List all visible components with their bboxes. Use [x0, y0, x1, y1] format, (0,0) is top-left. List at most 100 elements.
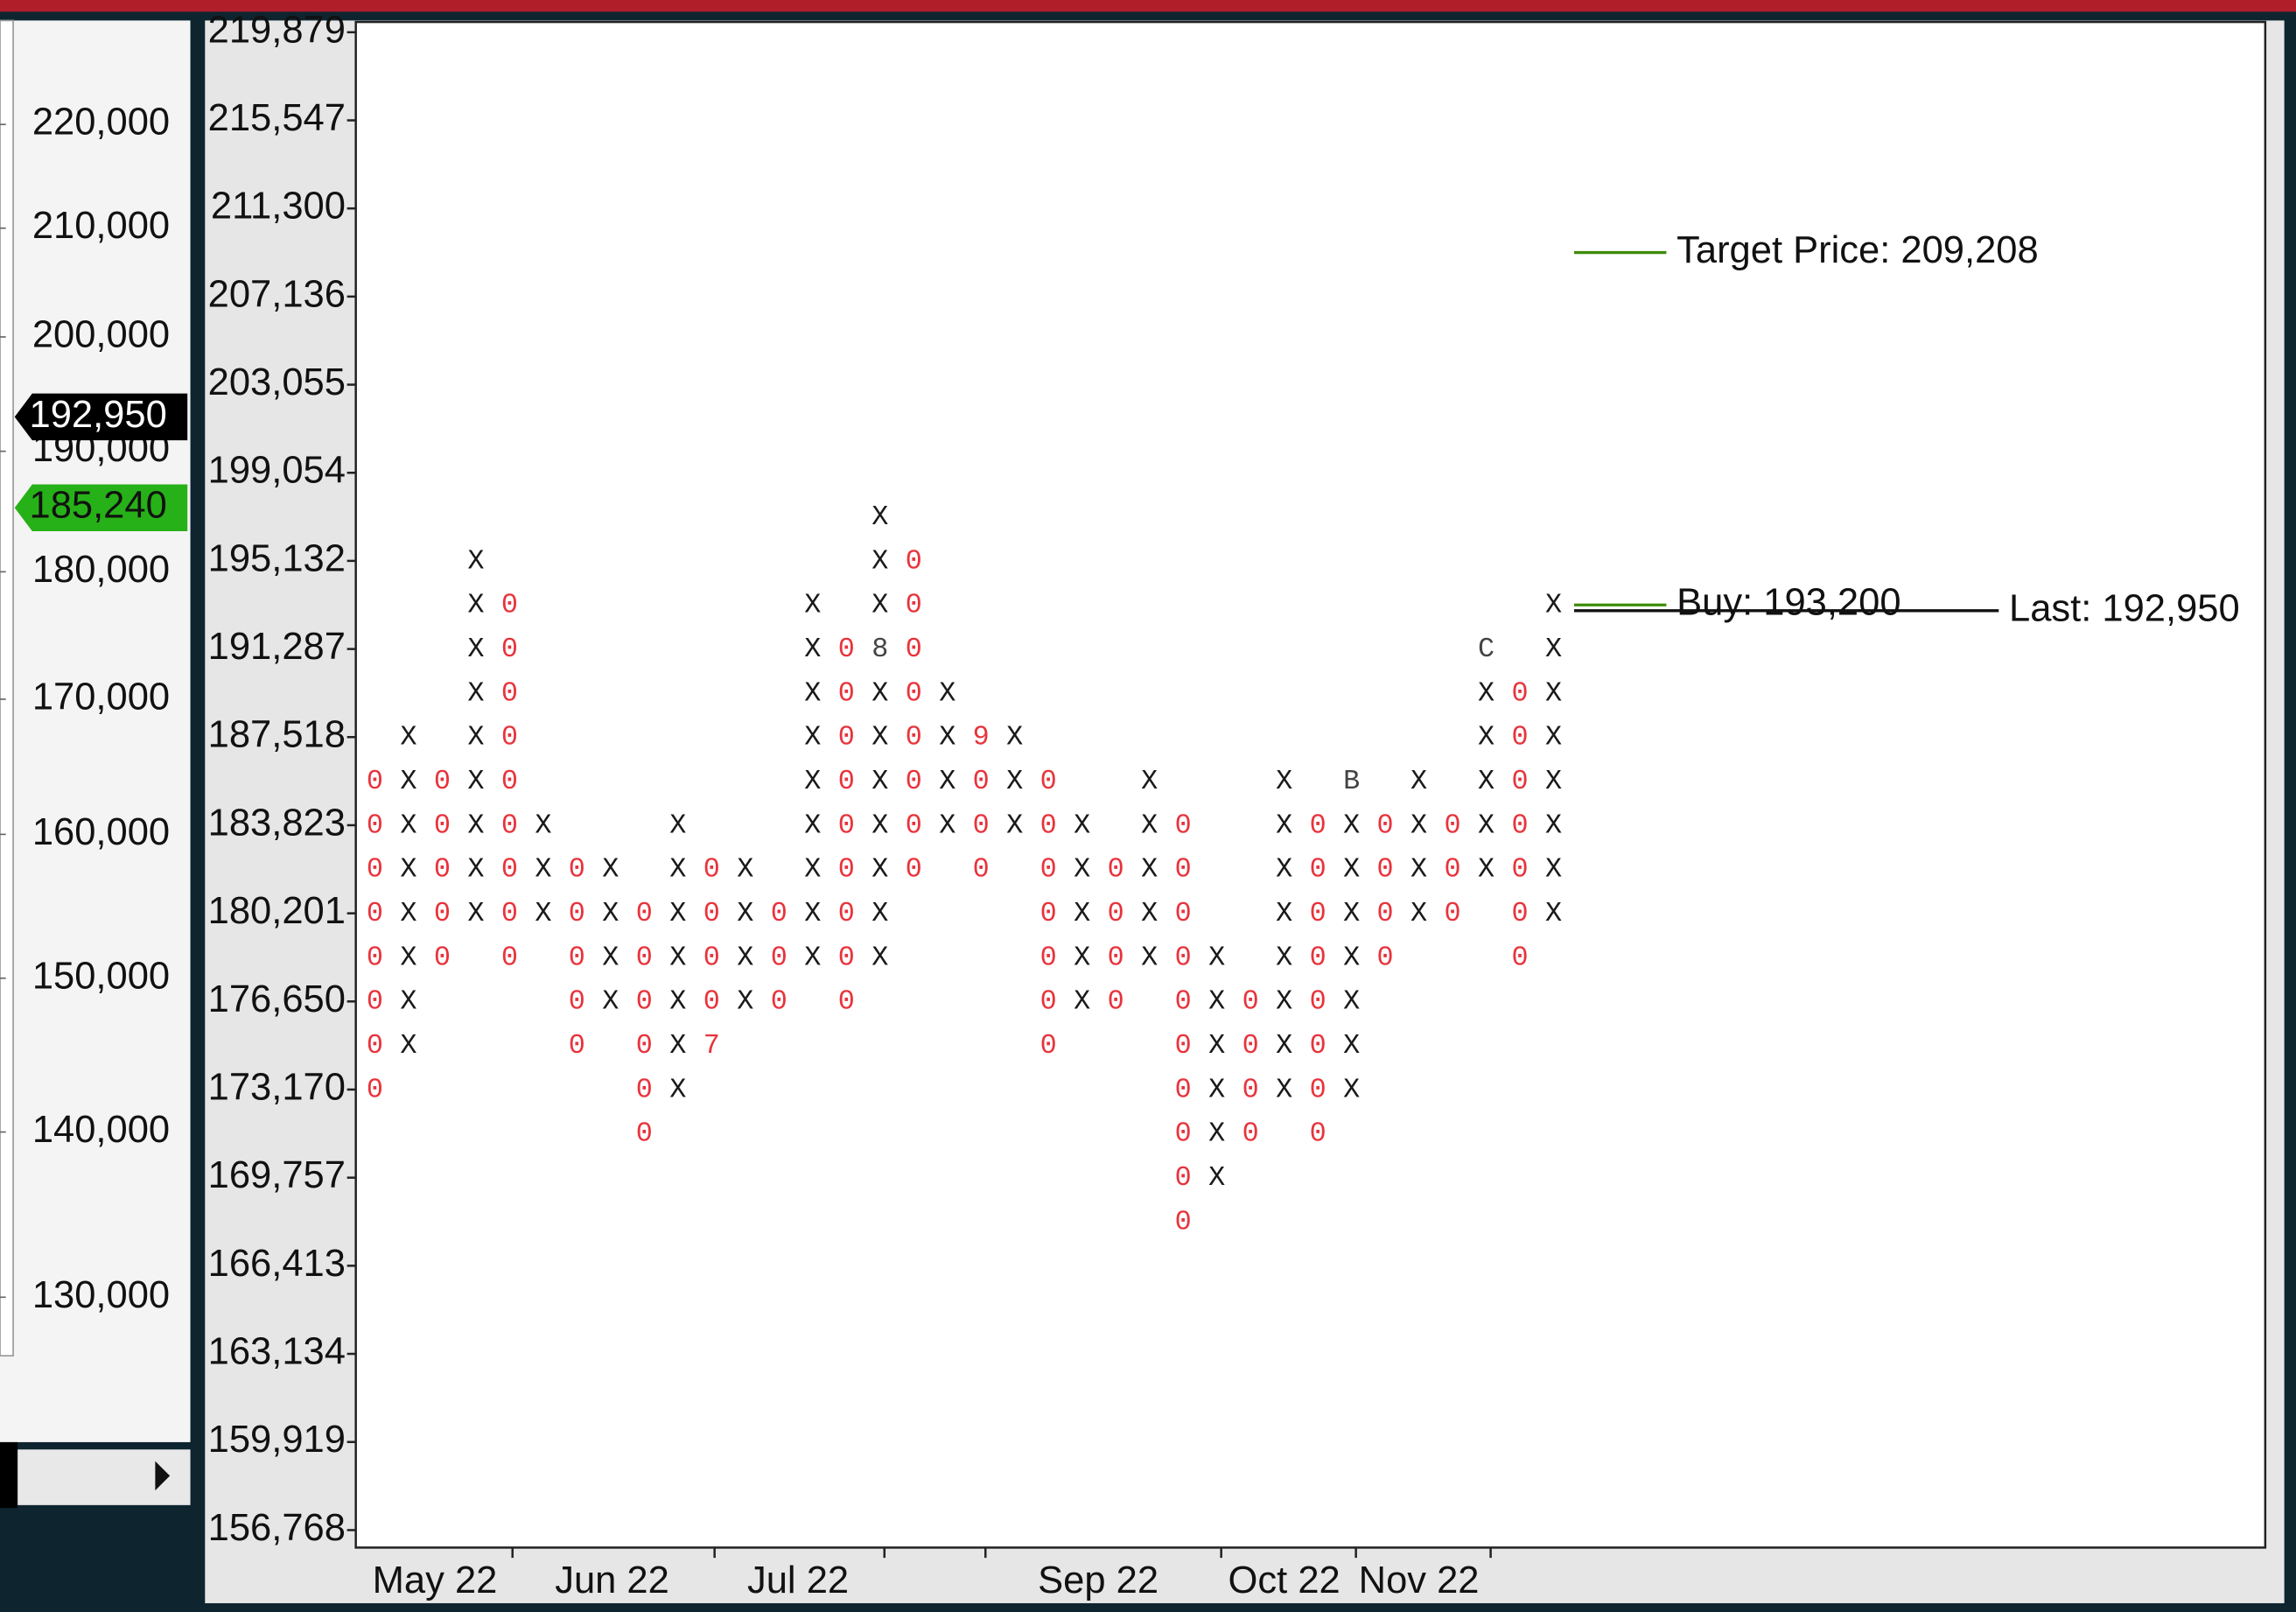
price-tag: [14, 393, 188, 441]
box-glyph: 0: [906, 810, 922, 841]
box-glyph: X: [400, 722, 416, 753]
box-glyph: X: [1545, 677, 1562, 709]
box-glyph: 0: [636, 942, 653, 973]
box-glyph: X: [1276, 854, 1292, 886]
box-glyph: X: [467, 766, 484, 797]
y-tick-label: 176,650: [208, 978, 346, 1020]
box-glyph: 0: [1242, 986, 1259, 1018]
box-glyph: X: [872, 810, 888, 841]
box-glyph: 0: [838, 677, 855, 709]
left-panel-edge: [0, 19, 14, 1357]
box-glyph: 0: [367, 1030, 383, 1062]
box-glyph: 0: [367, 942, 383, 973]
y-tick-label: 207,136: [208, 273, 346, 315]
month-marker: 9: [973, 722, 990, 753]
box-glyph: 0: [367, 898, 383, 929]
box-glyph: 0: [973, 810, 990, 841]
box-glyph: 0: [501, 942, 518, 973]
scroll-arrow[interactable]: [155, 1461, 171, 1491]
pnf-column: 0 0 0 0 0 0 0 0 0: [838, 634, 855, 1018]
box-glyph: 0: [1445, 854, 1461, 886]
box-glyph: X: [1276, 1030, 1292, 1062]
box-glyph: 0: [906, 545, 922, 577]
box-glyph: 0: [1040, 898, 1057, 929]
box-glyph: X: [1208, 1030, 1225, 1062]
box-glyph: X: [400, 1030, 416, 1062]
y-tick-label: 195,132: [208, 537, 346, 579]
month-marker: C: [1478, 634, 1494, 665]
annotation-label: Last: 192,950: [2009, 587, 2240, 629]
box-glyph: X: [1276, 766, 1292, 797]
box-glyph: 0: [1175, 1206, 1192, 1237]
box-glyph: 0: [1310, 810, 1326, 841]
pnf-column: 0 0 0 0 0 0 0 0: [367, 766, 383, 1105]
box-glyph: X: [804, 634, 821, 665]
box-glyph: X: [1545, 590, 1562, 621]
box-glyph: X: [804, 766, 821, 797]
box-glyph: X: [535, 898, 551, 929]
box-glyph: X: [1276, 810, 1292, 841]
box-glyph: X: [669, 942, 686, 973]
box-glyph: 0: [1040, 942, 1057, 973]
box-glyph: X: [400, 986, 416, 1018]
box-glyph: X: [939, 722, 956, 753]
box-glyph: X: [467, 810, 484, 841]
box-glyph: 0: [1108, 898, 1124, 929]
box-glyph: X: [804, 590, 821, 621]
box-glyph: X: [939, 677, 956, 709]
box-glyph: X: [1208, 986, 1225, 1018]
box-glyph: X: [467, 898, 484, 929]
y-tick-label: 166,413: [208, 1243, 346, 1285]
box-glyph: 0: [1040, 986, 1057, 1018]
box-glyph: X: [1141, 810, 1158, 841]
box-glyph: 0: [1512, 766, 1529, 797]
box-glyph: X: [1141, 942, 1158, 973]
left-tick-label: 210,000: [32, 205, 170, 247]
box-glyph: X: [939, 810, 956, 841]
box-glyph: X: [1343, 1030, 1360, 1062]
pnf-column: 9 0 0 0: [973, 722, 990, 886]
pnf-column: 0 0 0 0: [1242, 986, 1259, 1150]
box-glyph: X: [467, 634, 484, 665]
box-glyph: 0: [1242, 1030, 1259, 1062]
box-glyph: X: [602, 898, 619, 929]
box-glyph: X: [737, 898, 753, 929]
box-glyph: 0: [838, 722, 855, 753]
box-glyph: X: [467, 722, 484, 753]
box-glyph: X: [1343, 1074, 1360, 1105]
box-glyph: 0: [1377, 810, 1394, 841]
box-glyph: 0: [1108, 854, 1124, 886]
box-glyph: X: [400, 942, 416, 973]
y-tick-label: 169,757: [208, 1154, 346, 1196]
box-glyph: 0: [636, 1118, 653, 1150]
box-glyph: 0: [501, 722, 518, 753]
box-glyph: X: [1276, 986, 1292, 1018]
pnf-column: 0 0 0 0 7: [704, 854, 720, 1062]
y-tick-label: 199,054: [208, 450, 346, 492]
box-glyph: 0: [1512, 854, 1529, 886]
y-tick-label: 215,547: [208, 97, 346, 139]
box-glyph: 0: [501, 854, 518, 886]
annotation-label: Buy: 193,200: [1676, 582, 1900, 624]
box-glyph: X: [1410, 854, 1427, 886]
pnf-column: 0 0 0: [771, 898, 788, 1018]
box-glyph: 0: [1040, 766, 1057, 797]
box-glyph: 0: [704, 942, 720, 973]
box-glyph: 0: [501, 810, 518, 841]
pnf-column: 0 0 0 0 0 0 0 0 0: [501, 590, 518, 974]
box-glyph: 0: [1310, 1074, 1326, 1105]
box-glyph: X: [737, 854, 753, 886]
box-glyph: 0: [838, 766, 855, 797]
box-glyph: X: [1208, 1074, 1225, 1105]
box-glyph: X: [467, 677, 484, 709]
x-tick-label: Jun 22: [555, 1559, 669, 1601]
box-glyph: X: [1343, 942, 1360, 973]
box-glyph: 0: [434, 766, 451, 797]
box-glyph: X: [1410, 898, 1427, 929]
box-glyph: X: [400, 898, 416, 929]
box-glyph: X: [1343, 810, 1360, 841]
